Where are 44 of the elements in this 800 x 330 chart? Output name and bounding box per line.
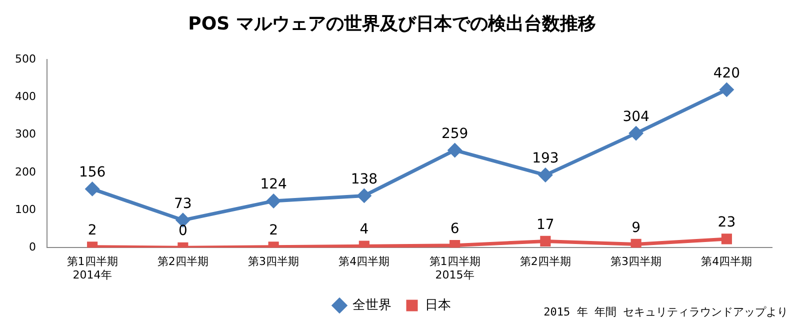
x-tick-label: 第4四半期 [338, 255, 390, 268]
point [357, 188, 371, 202]
point [540, 236, 551, 246]
x-tick-label: 第1四半期 2015年 [429, 255, 480, 282]
data-label: 0 [178, 223, 188, 240]
y-tick-label: 500 [14, 52, 36, 66]
x-tick-label: 第3四半期 [610, 255, 662, 268]
point [86, 182, 100, 196]
point [629, 126, 643, 140]
data-label: 4 [360, 222, 369, 238]
chart-title: POS マルウェアの世界及び日本での検出台数推移 [188, 13, 596, 34]
legend-label: 日本 [425, 298, 451, 313]
data-label: 156 [78, 164, 106, 181]
data-label: 259 [441, 126, 468, 142]
x-tick-label: 第2四半期 [157, 255, 208, 268]
y-tick-label: 300 [14, 128, 36, 141]
data-label: 304 [622, 108, 650, 125]
point [538, 168, 552, 182]
data-label: 6 [450, 220, 460, 237]
point [721, 234, 732, 244]
x-tick-label: 第1四半期 2014年 [66, 255, 118, 282]
data-label: 17 [536, 216, 554, 233]
y-tick-label: 100 [14, 202, 36, 216]
y-tick-label: 200 [14, 165, 36, 178]
legend-label: 全世界 [352, 298, 392, 313]
data-label: 193 [532, 150, 559, 167]
point [448, 143, 462, 157]
data-label: 420 [713, 65, 740, 82]
text: 2015 年 年間 セキュリティラウンドアップより [544, 305, 788, 318]
x-tick-label: 第2四半期 [520, 255, 571, 268]
data-label: 73 [174, 196, 192, 212]
data-label: 124 [260, 176, 288, 193]
x-tick-label: 第3四半期 [248, 255, 300, 268]
y-tick-label: 0 [28, 240, 36, 254]
x-tick-label: 第4四半期 [701, 255, 752, 268]
data-label: 9 [632, 220, 641, 236]
point [720, 82, 734, 96]
data-label: 23 [718, 214, 736, 231]
point [266, 194, 280, 208]
data-label: 2 [88, 222, 97, 238]
data-label: 138 [350, 171, 378, 188]
y-tick-label: 400 [14, 90, 36, 104]
point [630, 238, 642, 248]
data-label: 2 [269, 222, 278, 238]
